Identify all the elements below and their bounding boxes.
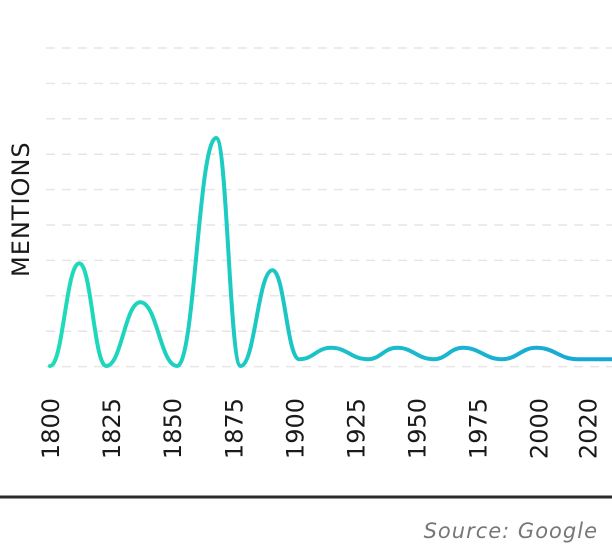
x-tick-label: 2020 — [575, 398, 603, 459]
x-tick-label: 2000 — [526, 398, 554, 459]
x-tick-label: 1850 — [159, 398, 187, 459]
x-tick-labels: 1800 1825 1850 1875 1900 1925 1950 1975 2000 2020 — [37, 398, 603, 459]
x-tick-label: 1975 — [465, 398, 493, 459]
x-tick-label: 1950 — [404, 398, 432, 459]
x-tick-label: 1875 — [220, 398, 248, 459]
x-tick-label: 1825 — [98, 398, 126, 459]
source-note: Source: Google — [424, 519, 598, 543]
y-axis-label: MENTIONS — [7, 141, 35, 277]
x-tick-label: 1900 — [281, 398, 309, 459]
x-tick-label: 1925 — [342, 398, 370, 459]
grid-lines — [46, 47, 612, 368]
series-line — [48, 136, 612, 368]
x-tick-label: 1800 — [37, 398, 65, 459]
